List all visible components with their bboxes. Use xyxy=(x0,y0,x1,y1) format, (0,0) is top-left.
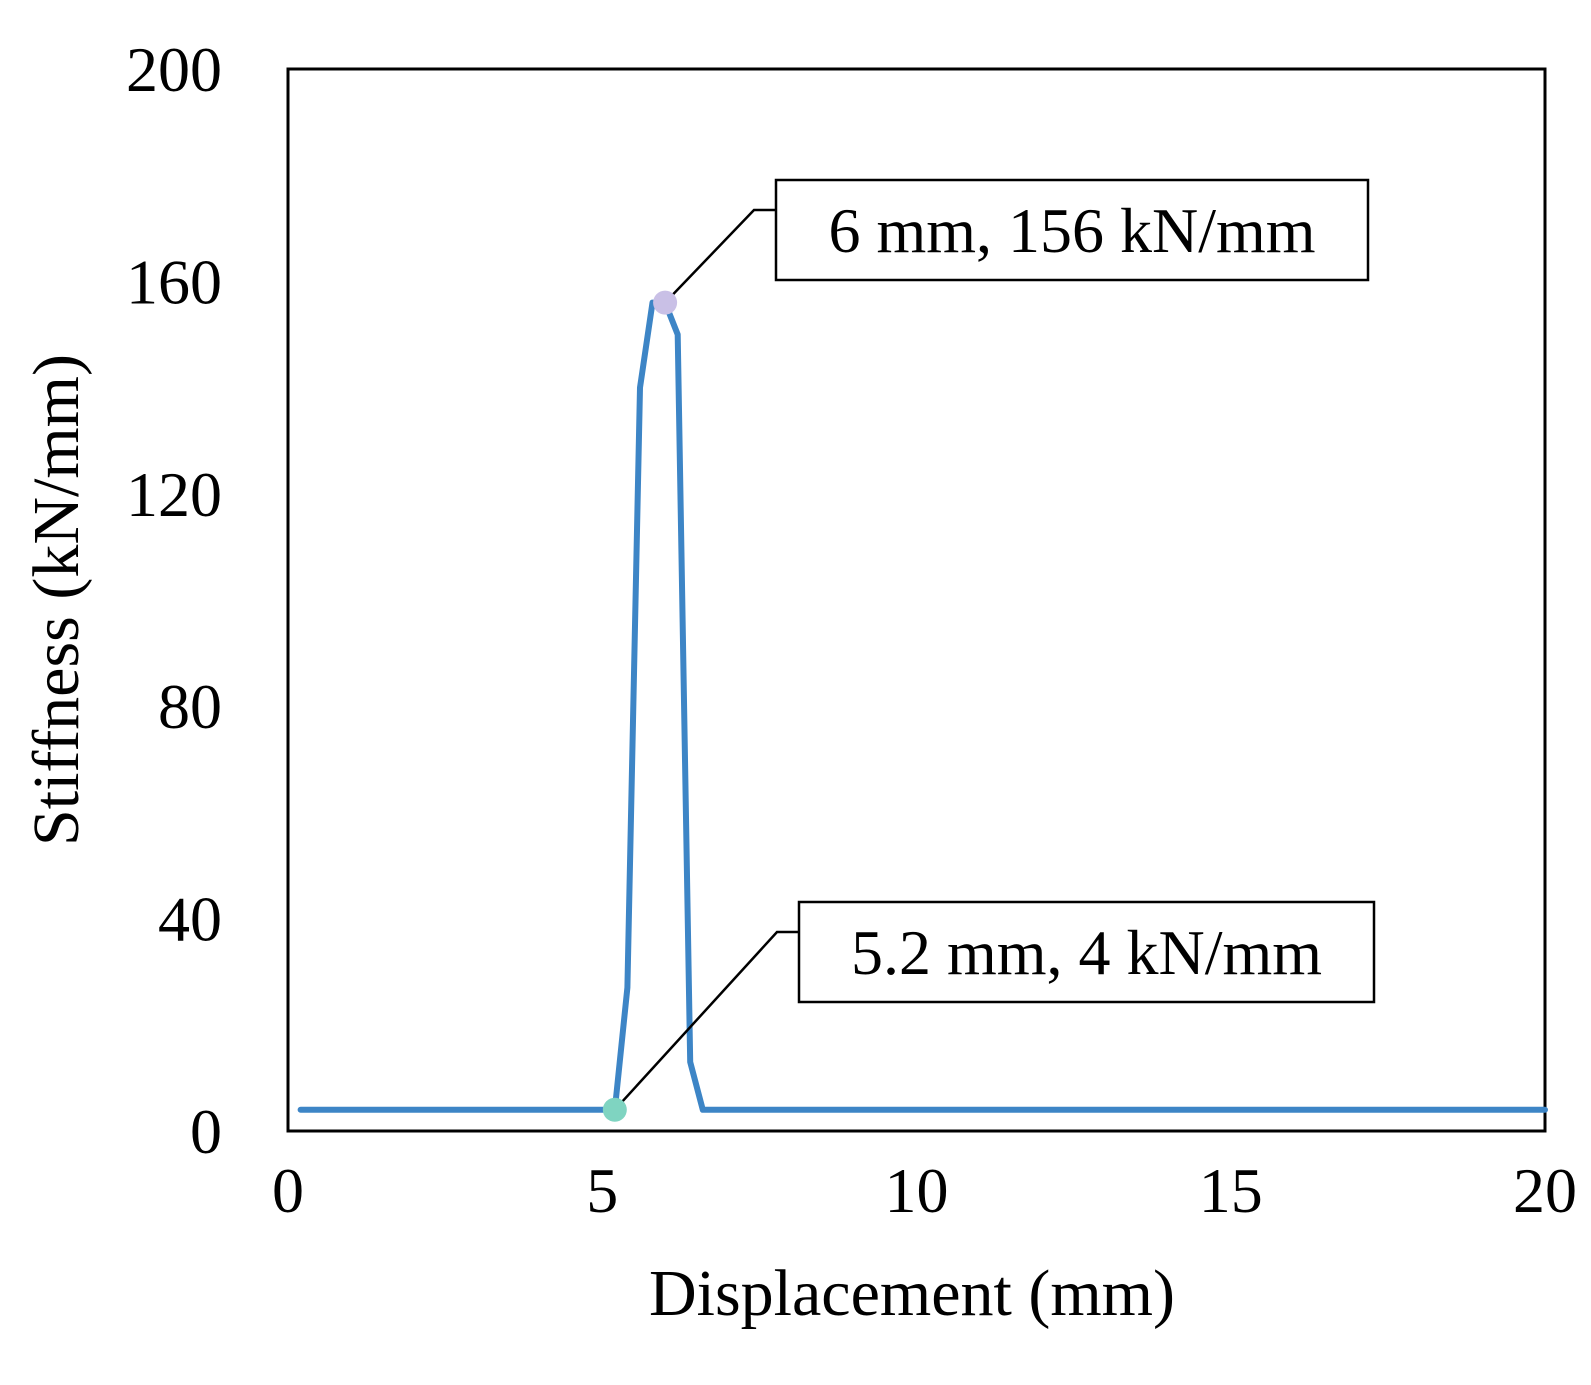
y-tick-label: 120 xyxy=(126,459,222,530)
annotation-leader-line xyxy=(664,208,776,304)
x-tick-label: 10 xyxy=(885,1155,949,1226)
annotation-label: 6 mm, 156 kN/mm xyxy=(828,195,1315,266)
x-axis-label: Displacement (mm) xyxy=(649,1257,1175,1330)
annotation-leader-line xyxy=(613,930,799,1111)
annotation-layer: 6 mm, 156 kN/mm 5.2 mm, 4 kN/mm xyxy=(602,178,1376,1122)
y-tick-labels: 0 40 80 120 160 200 xyxy=(126,34,222,1167)
annotation-point-marker xyxy=(653,290,678,315)
x-tick-label: 20 xyxy=(1513,1155,1577,1226)
y-axis-label: Stiffness (kN/mm) xyxy=(20,354,93,846)
y-tick-label: 80 xyxy=(158,671,222,742)
annotation-label: 5.2 mm, 4 kN/mm xyxy=(851,917,1322,988)
x-tick-label: 5 xyxy=(586,1155,618,1226)
y-tick-label: 40 xyxy=(158,884,222,955)
y-tick-label: 200 xyxy=(126,34,222,105)
x-tick-label: 0 xyxy=(272,1155,304,1226)
y-tick-label: 0 xyxy=(190,1096,222,1167)
annotation-point-marker xyxy=(602,1097,627,1122)
x-tick-labels: 0 5 10 15 20 xyxy=(272,1155,1577,1226)
annotation-box xyxy=(774,178,1370,282)
annotation-box xyxy=(797,900,1376,1004)
plot-frame xyxy=(286,67,1547,1133)
x-tick-label: 15 xyxy=(1199,1155,1263,1226)
y-tick-label: 160 xyxy=(126,246,222,317)
